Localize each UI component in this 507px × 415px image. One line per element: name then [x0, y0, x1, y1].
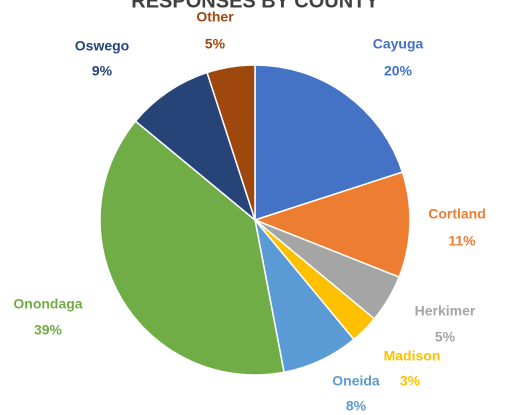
chart-title: RESPONSES BY COUNTY	[131, 0, 379, 12]
pie-slice	[134, 71, 257, 223]
slice-value-label: 9%	[92, 63, 113, 79]
slice-label: Cayuga	[373, 36, 424, 52]
slice-label: Other	[196, 9, 234, 25]
slice-value-label: 8%	[346, 398, 367, 414]
pie-slice	[252, 171, 411, 279]
slice-label: Onondaga	[13, 296, 82, 312]
pie-slice	[99, 120, 285, 376]
slice-label: Herkimer	[415, 303, 476, 319]
slice-value-label: 5%	[205, 36, 226, 52]
slice-label: Oswego	[75, 38, 129, 54]
slice-label: Madison	[384, 348, 441, 364]
slice-value-label: 3%	[400, 373, 421, 389]
slice-value-label: 11%	[448, 233, 476, 249]
slice-label: Cortland	[428, 206, 486, 222]
slice-value-label: 39%	[34, 322, 63, 338]
pie-slice	[206, 64, 256, 221]
slice-value-label: 5%	[435, 329, 456, 345]
slice-value-label: 20%	[384, 63, 413, 79]
slice-label: Oneida	[332, 373, 380, 389]
pie-slice	[254, 64, 404, 222]
